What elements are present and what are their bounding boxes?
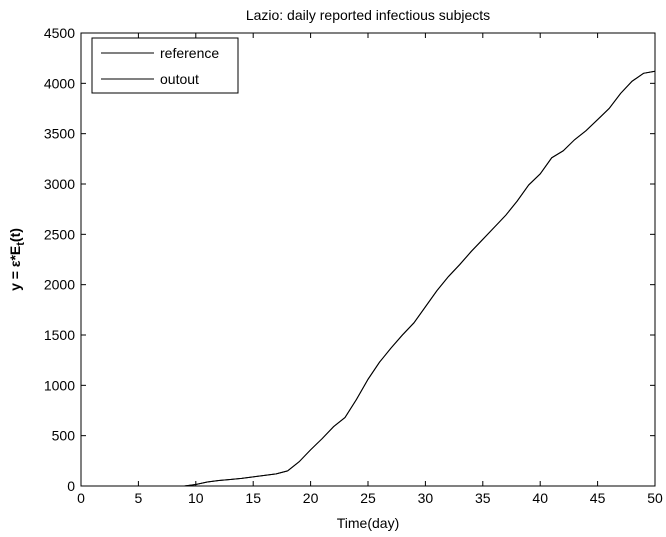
legend-label-reference: reference: [160, 45, 219, 61]
legend-label-outout: outout: [160, 71, 199, 87]
x-tick-label: 0: [77, 490, 85, 506]
legend: reference outout: [91, 37, 239, 94]
y-tick-label: 1000: [44, 377, 75, 393]
y-axis-label-subscript: t: [15, 242, 27, 246]
x-tick-label: 35: [475, 490, 491, 506]
x-axis-ticks: 0 5 10 15 20 25 30 35 40 45 50: [77, 33, 663, 506]
y-tick-label: 3000: [44, 176, 75, 192]
x-tick-label: 40: [532, 490, 548, 506]
y-axis-label-text: y = ε*Et(t): [7, 228, 27, 291]
x-tick-label: 5: [135, 490, 143, 506]
y-axis-label-tail: (t): [7, 228, 23, 242]
series-layer: [184, 70, 656, 487]
y-tick-label: 500: [52, 428, 76, 444]
x-tick-label: 25: [360, 490, 376, 506]
x-tick-label: 10: [188, 490, 204, 506]
x-tick-label: 50: [647, 490, 663, 506]
legend-box: [91, 37, 239, 94]
y-tick-label: 2500: [44, 226, 75, 242]
y-tick-label: 2000: [44, 277, 75, 293]
y-axis-ticks: 0 500 1000 1500 2000 2500 3000 3500 4000 4500: [44, 25, 655, 494]
x-tick-label: 45: [590, 490, 606, 506]
x-tick-label: 20: [303, 490, 319, 506]
x-axis-label: Time(day): [337, 515, 400, 531]
y-axis-label-main: y = ε*E: [7, 246, 23, 291]
y-tick-label: 3500: [44, 126, 75, 142]
x-tick-label: 30: [418, 490, 434, 506]
chart-title: Lazio: daily reported infectious subject…: [246, 7, 490, 23]
y-axis-label: y = ε*Et(t): [7, 228, 27, 291]
series-line-outout: [184, 70, 656, 487]
y-tick-label: 4500: [44, 25, 75, 41]
x-tick-label: 15: [245, 490, 261, 506]
y-tick-label: 0: [67, 478, 75, 494]
y-tick-label: 1500: [44, 327, 75, 343]
y-tick-label: 4000: [44, 75, 75, 91]
